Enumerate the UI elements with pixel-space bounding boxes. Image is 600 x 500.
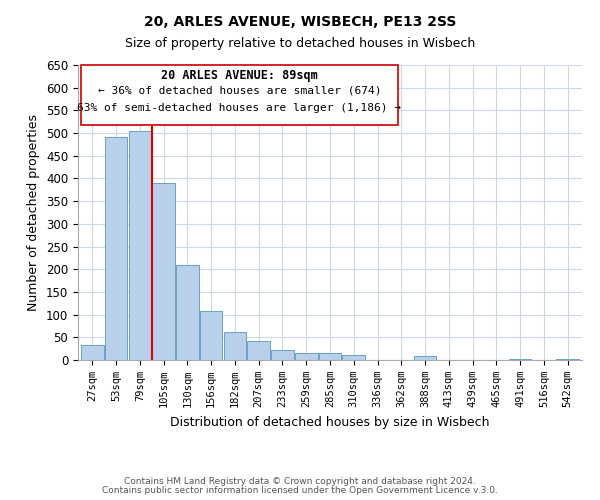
X-axis label: Distribution of detached houses by size in Wisbech: Distribution of detached houses by size …	[170, 416, 490, 428]
Bar	[319, 353, 341, 360]
Text: 20 ARLES AVENUE: 89sqm: 20 ARLES AVENUE: 89sqm	[161, 70, 317, 82]
Text: 20, ARLES AVENUE, WISBECH, PE13 2SS: 20, ARLES AVENUE, WISBECH, PE13 2SS	[144, 15, 456, 29]
Bar	[105, 136, 127, 360]
Bar	[152, 183, 175, 360]
Bar	[271, 350, 294, 360]
Bar	[414, 356, 436, 360]
Text: Contains HM Land Registry data © Crown copyright and database right 2024.: Contains HM Land Registry data © Crown c…	[124, 477, 476, 486]
Bar	[295, 353, 317, 360]
Text: Size of property relative to detached houses in Wisbech: Size of property relative to detached ho…	[125, 38, 475, 51]
Text: ← 36% of detached houses are smaller (674): ← 36% of detached houses are smaller (67…	[98, 86, 381, 96]
Bar	[200, 312, 223, 360]
Text: Contains public sector information licensed under the Open Government Licence v.: Contains public sector information licen…	[102, 486, 498, 495]
Text: 63% of semi-detached houses are larger (1,186) →: 63% of semi-detached houses are larger (…	[77, 104, 401, 114]
Bar	[128, 131, 151, 360]
Bar	[176, 264, 199, 360]
Bar	[81, 345, 104, 360]
Bar	[509, 359, 532, 360]
Bar	[247, 342, 270, 360]
Bar	[556, 359, 579, 360]
FancyBboxPatch shape	[80, 65, 398, 126]
Y-axis label: Number of detached properties: Number of detached properties	[28, 114, 40, 311]
Bar	[224, 332, 246, 360]
Bar	[343, 355, 365, 360]
